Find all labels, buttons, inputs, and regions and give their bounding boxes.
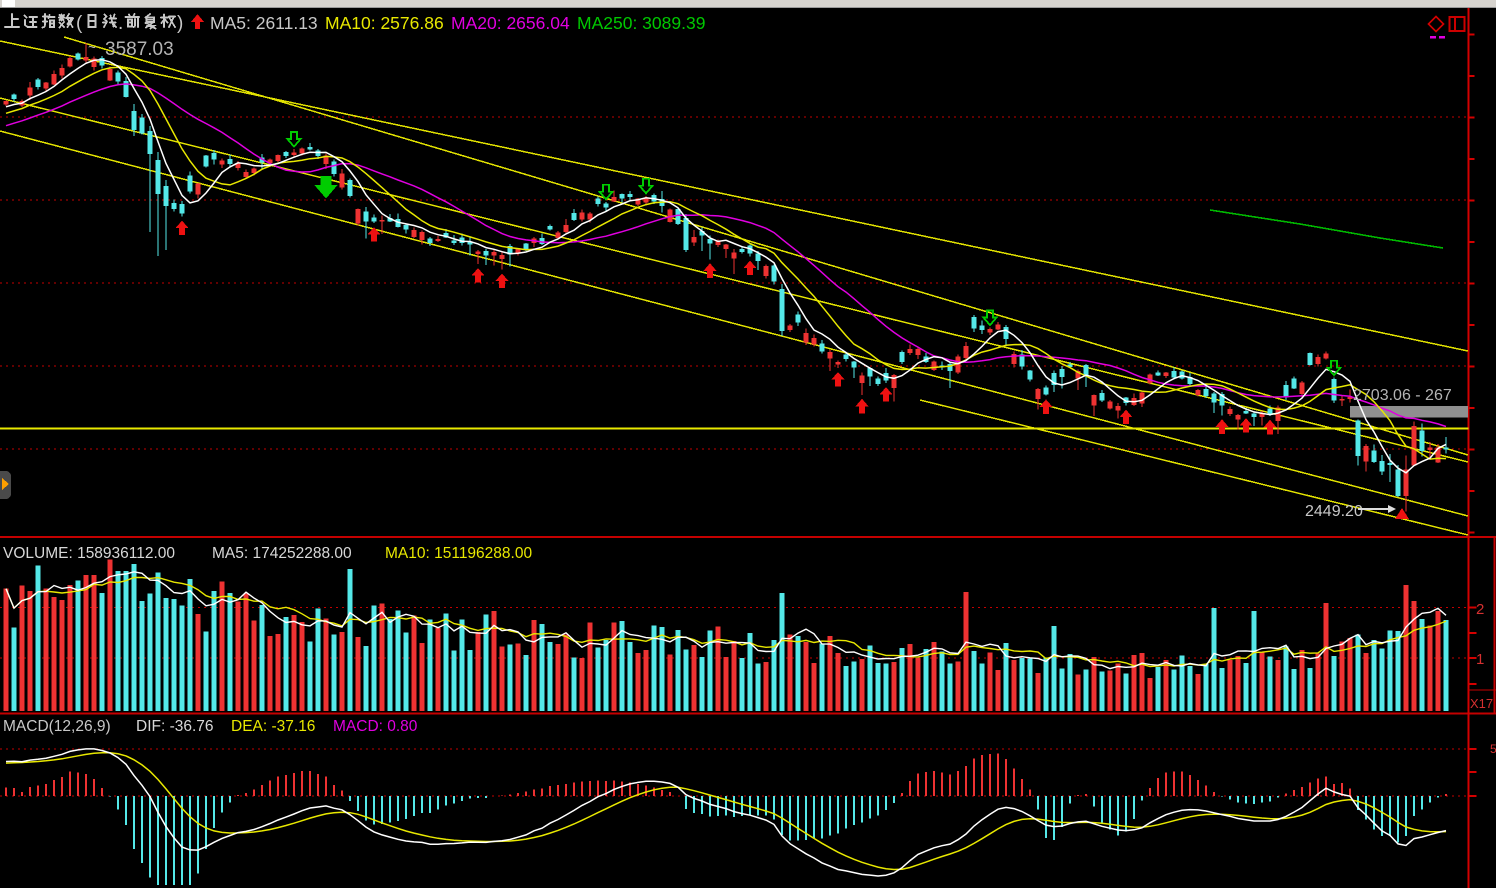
svg-text:1: 1 <box>1476 651 1484 668</box>
svg-text:MA5: 2611.13: MA5: 2611.13 <box>210 13 318 33</box>
svg-text:MA20: 2656.04: MA20: 2656.04 <box>451 13 570 33</box>
svg-text:MA10: 151196288.00: MA10: 151196288.00 <box>385 545 532 562</box>
svg-text:(: ( <box>76 13 83 34</box>
svg-text:2703.06 - 267: 2703.06 - 267 <box>1353 387 1452 404</box>
svg-text:3587.03: 3587.03 <box>105 39 174 60</box>
svg-text:X17: X17 <box>1470 696 1493 711</box>
svg-text:MACD: 0.80: MACD: 0.80 <box>333 718 418 735</box>
svg-text:MA10: 2576.86: MA10: 2576.86 <box>325 13 444 33</box>
svg-text:5: 5 <box>1490 742 1496 756</box>
svg-text:MA250: 3089.39: MA250: 3089.39 <box>577 13 705 33</box>
svg-text:2: 2 <box>1476 601 1484 618</box>
svg-text:DIF: -36.76: DIF: -36.76 <box>136 718 214 735</box>
svg-text:.: . <box>118 13 123 34</box>
svg-text:MACD(12,26,9): MACD(12,26,9) <box>3 718 111 735</box>
svg-text:DEA: -37.16: DEA: -37.16 <box>231 718 315 735</box>
svg-text:2449.20: 2449.20 <box>1305 503 1363 520</box>
svg-text:): ) <box>177 13 183 34</box>
svg-text:~: ~ <box>88 39 96 55</box>
svg-text:MA5: 174252288.00: MA5: 174252288.00 <box>212 545 352 562</box>
svg-text:VOLUME: 158936112.00: VOLUME: 158936112.00 <box>3 545 175 562</box>
